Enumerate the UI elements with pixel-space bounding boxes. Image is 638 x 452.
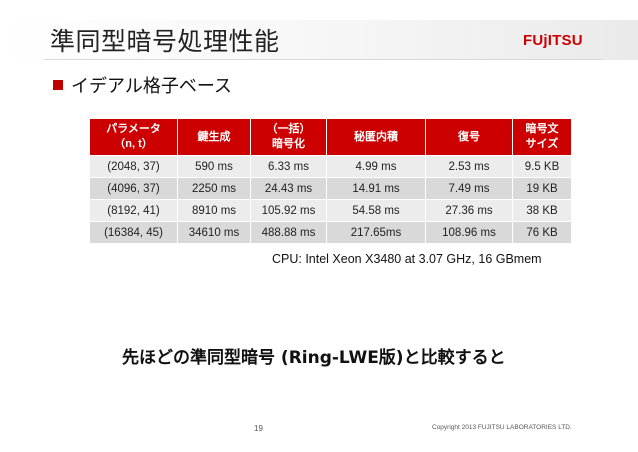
table-cell: (16384, 45) <box>89 221 178 244</box>
cpu-note: CPU: Intel Xeon X3480 at 3.07 GHz, 16 GB… <box>272 252 542 266</box>
header-keygen: 鍵生成 <box>177 118 251 156</box>
table-cell: 19 KB <box>512 177 572 200</box>
header-params: パラメータ （n, t） <box>89 118 178 156</box>
header-params-line1: パラメータ <box>106 123 161 135</box>
copyright-notice: Copyright 2013 FUJITSU LABORATORIES LTD. <box>432 424 572 431</box>
table-cell: (8192, 41) <box>89 199 178 222</box>
logo-text-prefix: FUj <box>523 32 548 49</box>
table-cell: 34610 ms <box>177 221 251 244</box>
table-cell: 6.33 ms <box>250 155 327 178</box>
header-keygen-line1: 鍵生成 <box>197 130 231 143</box>
table-cell: (4096, 37) <box>89 177 178 200</box>
comparison-text: 先ほどの準同型暗号 (Ring-LWE版)と比較すると <box>122 348 506 368</box>
header-size-line2: サイズ <box>525 138 559 150</box>
header-size-line1: 暗号文 <box>525 123 559 135</box>
table-cell: 27.36 ms <box>425 199 513 222</box>
table-row: (2048, 37) 590 ms 6.33 ms 4.99 ms 2.53 m… <box>89 155 572 178</box>
table-cell: 108.96 ms <box>425 221 513 244</box>
page-number: 19 <box>254 424 263 433</box>
table-cell: 105.92 ms <box>250 199 327 222</box>
performance-table: パラメータ （n, t） 鍵生成 （一括） 暗号化 秘匿内積 復号 暗号文サイズ (… <box>89 118 572 244</box>
table-cell: 76 KB <box>512 221 572 244</box>
table-cell: 590 ms <box>177 155 251 178</box>
header-encrypt: （一括） 暗号化 <box>250 118 327 156</box>
table-cell: 2250 ms <box>177 177 251 200</box>
table-cell: 14.91 ms <box>326 177 426 200</box>
table-cell: 488.88 ms <box>250 221 327 244</box>
table-row: (8192, 41) 8910 ms 105.92 ms 54.58 ms 27… <box>89 199 572 222</box>
square-bullet-icon <box>53 80 63 90</box>
table-cell: 2.53 ms <box>425 155 513 178</box>
header-inner-product-line1: 秘匿内積 <box>354 130 398 143</box>
header-decrypt-line1: 復号 <box>458 130 480 143</box>
table-header-row: パラメータ （n, t） 鍵生成 （一括） 暗号化 秘匿内積 復号 暗号文サイズ <box>89 118 572 156</box>
table-cell: 8910 ms <box>177 199 251 222</box>
title-bar <box>0 20 638 60</box>
header-ciphertext-size: 暗号文 サイズ <box>512 118 572 156</box>
table-cell: 9.5 KB <box>512 155 572 178</box>
table-cell: 24.43 ms <box>250 177 327 200</box>
bullet-text: イデアル格子ベース <box>71 76 232 97</box>
logo-text-suffix: ITSU <box>547 32 583 49</box>
table-row: (16384, 45) 34610 ms 488.88 ms 217.65ms … <box>89 221 572 244</box>
bullet-point: イデアル格子ベース <box>53 72 232 98</box>
table-row: (4096, 37) 2250 ms 24.43 ms 14.91 ms 7.4… <box>89 177 572 200</box>
table-cell: 217.65ms <box>326 221 426 244</box>
header-encrypt-line2: 暗号化 <box>272 138 305 150</box>
title-underline <box>44 59 604 60</box>
page-title: 準同型暗号処理性能 <box>50 27 280 56</box>
table-cell: 38 KB <box>512 199 572 222</box>
header-encrypt-line1: （一括） <box>266 123 311 135</box>
fujitsu-logo: FUjITSU <box>523 32 583 49</box>
table-cell: 54.58 ms <box>326 199 426 222</box>
table-cell: (2048, 37) <box>89 155 178 178</box>
table-cell: 4.99 ms <box>326 155 426 178</box>
header-inner-product: 秘匿内積 <box>326 118 426 156</box>
table-cell: 7.49 ms <box>425 177 513 200</box>
header-decrypt: 復号 <box>425 118 513 156</box>
header-params-line2: （n, t） <box>114 138 153 150</box>
